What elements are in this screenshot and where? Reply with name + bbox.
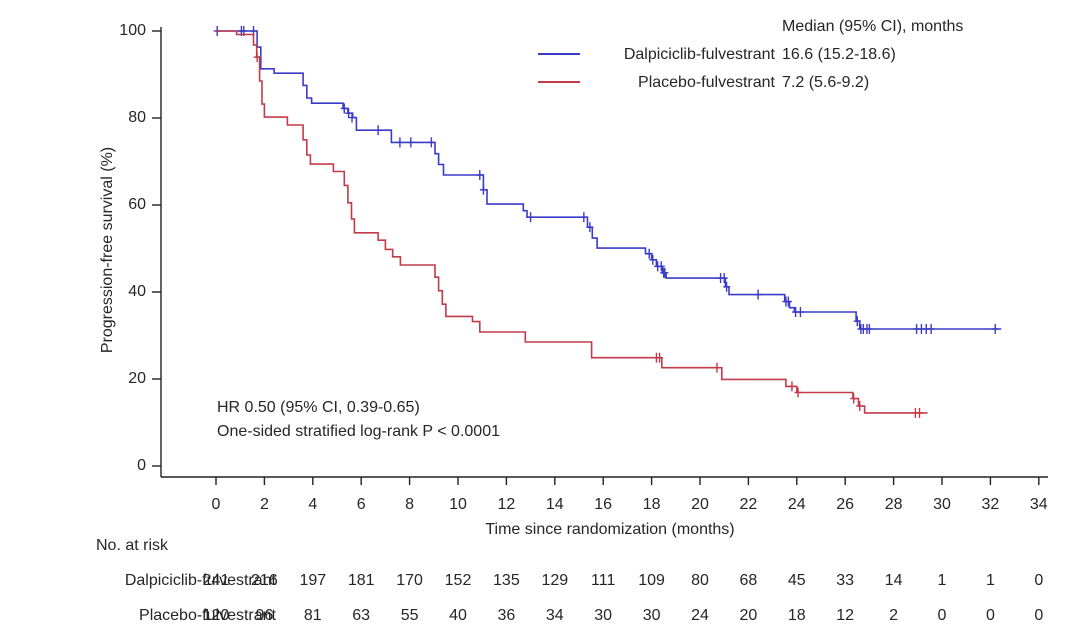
risk-count: 170 [396, 572, 423, 589]
x-tick-label: 22 [739, 496, 758, 513]
risk-count: 40 [449, 607, 467, 624]
x-tick-label: 18 [642, 496, 661, 513]
y-tick-label: 40 [128, 283, 146, 300]
x-tick-label: 32 [981, 496, 1000, 513]
risk-count: 34 [545, 607, 564, 624]
risk-row-label-dalpiciclib: Dalpiciclib-fulvestrant [124, 572, 276, 589]
x-tick-label: 28 [884, 496, 903, 513]
pvalue-annotation: One-sided stratified log-rank P < 0.0001 [217, 423, 500, 440]
risk-count: 68 [739, 572, 758, 589]
x-tick-label: 6 [356, 496, 366, 513]
risk-count: 1 [937, 572, 947, 589]
y-tick-label: 80 [128, 109, 146, 126]
risk-count: 1 [985, 572, 995, 589]
legend-label-placebo: Placebo-fulvestrant [638, 74, 775, 91]
x-tick-label: 10 [449, 496, 467, 513]
risk-count: 30 [642, 607, 661, 624]
legend-line-placebo [538, 81, 580, 83]
risk-count: 241 [202, 572, 230, 589]
y-tick-label: 100 [119, 22, 146, 39]
risk-count: 80 [691, 572, 709, 589]
y-axis-label: Progression-free survival (%) [99, 146, 116, 354]
risk-count: 24 [691, 607, 709, 624]
legend-median-header: Median (95% CI), months [782, 18, 964, 35]
risk-count: 63 [352, 607, 371, 624]
x-tick-label: 20 [691, 496, 709, 513]
x-tick-label: 4 [308, 496, 318, 513]
risk-count: 55 [400, 607, 419, 624]
risk-count: 20 [739, 607, 758, 624]
x-tick-label: 14 [545, 496, 564, 513]
risk-row-label-placebo: Placebo-fulvestrant [139, 607, 276, 624]
x-tick-label: 34 [1029, 496, 1048, 513]
legend-median-dalpiciclib: 16.6 (15.2-18.6) [782, 46, 896, 63]
risk-count: 33 [836, 572, 855, 589]
risk-count: 197 [299, 572, 327, 589]
risk-count: 36 [497, 607, 516, 624]
risk-count: 0 [937, 607, 947, 624]
risk-count: 96 [255, 607, 274, 624]
legend-line-dalpiciclib [538, 53, 580, 55]
risk-count: 2 [889, 607, 899, 624]
risk-count: 30 [594, 607, 613, 624]
risk-table-title: No. at risk [95, 537, 168, 554]
x-tick-label: 2 [259, 496, 269, 513]
x-tick-label: 24 [787, 496, 806, 513]
legend-label-dalpiciclib: Dalpiciclib-fulvestrant [623, 46, 775, 63]
x-tick-label: 8 [405, 496, 415, 513]
risk-count: 12 [836, 607, 855, 624]
y-tick-label: 60 [128, 196, 146, 213]
risk-count: 152 [444, 572, 472, 589]
x-tick-label: 0 [211, 496, 221, 513]
risk-count: 109 [638, 572, 665, 589]
risk-count: 111 [591, 572, 616, 589]
legend-median-placebo: 7.2 (5.6-9.2) [782, 74, 870, 91]
x-tick-label: 26 [836, 496, 855, 513]
risk-count: 14 [884, 572, 903, 589]
risk-count: 0 [985, 607, 995, 624]
risk-count: 181 [347, 572, 375, 589]
x-tick-label: 12 [497, 496, 516, 513]
y-tick-label: 0 [137, 457, 146, 474]
risk-count: 129 [541, 572, 569, 589]
risk-count: 0 [1034, 607, 1044, 624]
risk-count: 0 [1034, 572, 1044, 589]
y-tick-label: 20 [128, 370, 146, 387]
x-tick-label: 30 [933, 496, 951, 513]
risk-count: 45 [787, 572, 806, 589]
risk-count: 216 [251, 572, 278, 589]
hr-annotation: HR 0.50 (95% CI, 0.39-0.65) [217, 399, 420, 416]
risk-count: 120 [202, 607, 230, 624]
risk-count: 81 [303, 607, 322, 624]
risk-count: 135 [493, 572, 520, 589]
x-tick-label: 16 [594, 496, 613, 513]
x-axis-label: Time since randomization (months) [485, 521, 735, 538]
risk-count: 18 [787, 607, 806, 624]
